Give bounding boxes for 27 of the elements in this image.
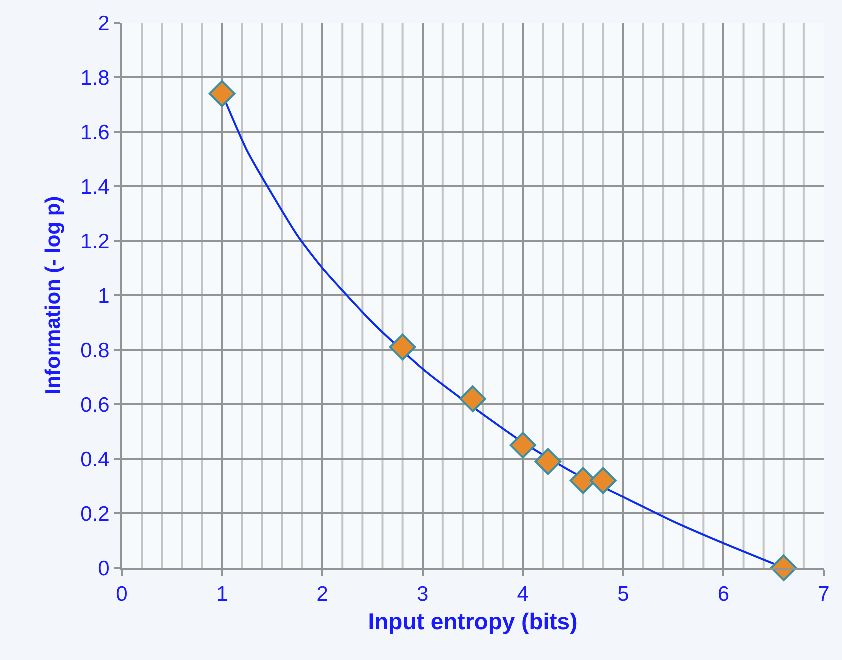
y-tick-label: 1.8 <box>80 66 110 90</box>
y-tick-label: 2 <box>98 12 110 36</box>
point <box>208 80 236 108</box>
y-tick-label: 0.6 <box>80 394 110 417</box>
y-tick-label: 0.8 <box>80 339 110 362</box>
x-tick-label: 0 <box>116 583 128 606</box>
y-tick-label: 0.4 <box>80 448 110 472</box>
point <box>590 467 617 494</box>
x-axis-title: Input entropy (bits) <box>368 608 578 634</box>
point <box>510 432 536 459</box>
y-tick-label: 0 <box>98 557 110 580</box>
y-tick-label: 1.4 <box>80 176 110 199</box>
y-tick-label: 1.2 <box>80 230 110 254</box>
x-tick-label: 5 <box>618 583 630 606</box>
point <box>389 334 416 361</box>
x-tick-label: 4 <box>517 583 530 606</box>
x-tick-label: 6 <box>718 583 730 606</box>
y-tick-label: 1.6 <box>80 121 110 144</box>
y-axis-title: Information (- log p) <box>42 196 66 395</box>
y-tick-label: 1 <box>98 284 110 308</box>
point <box>460 386 486 412</box>
x-tick-label: 1 <box>216 583 228 606</box>
x-tick-label: 2 <box>316 583 328 606</box>
x-tick-label: 3 <box>417 583 429 606</box>
y-tick-label: 0.2 <box>80 502 110 526</box>
point <box>534 448 562 476</box>
x-tick-label: 7 <box>818 583 830 606</box>
